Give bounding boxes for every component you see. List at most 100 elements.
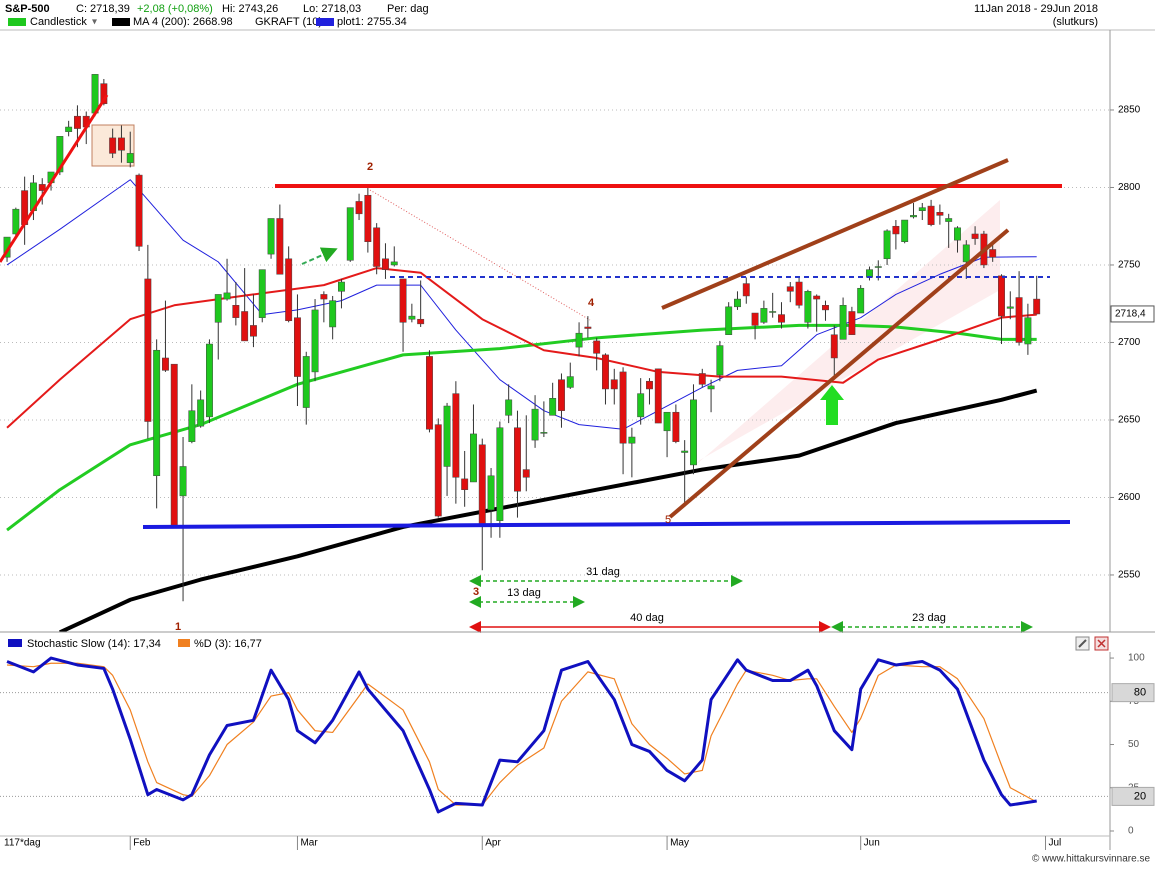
candle-body	[188, 410, 196, 442]
candle-body	[144, 278, 152, 422]
candle-body	[390, 261, 398, 266]
candle-body	[998, 275, 1005, 317]
level-label: 80	[1134, 687, 1146, 699]
candle-body	[223, 292, 231, 300]
level-box	[1111, 786, 1155, 806]
x-tick-label: Mar	[300, 838, 318, 849]
stoch-line	[6, 656, 1037, 814]
dropdown-icon[interactable]: ▾	[92, 17, 97, 28]
candle-body	[311, 309, 319, 373]
legend-label: Stochastic Slow (14): 17,34	[27, 638, 161, 650]
wave-label: 5	[665, 514, 671, 526]
y-tick-label: 50	[1128, 739, 1140, 750]
stoch-header	[0, 634, 1110, 652]
candle-body	[487, 475, 495, 511]
candle-body	[778, 314, 785, 323]
candle-body	[241, 311, 249, 342]
candle-body	[857, 287, 865, 314]
legend-label[interactable]: GKRAFT (10)	[255, 16, 322, 28]
support-line	[142, 520, 1071, 529]
candle-body	[1006, 306, 1014, 309]
indicator-line	[59, 388, 1038, 632]
candle-body	[804, 291, 812, 323]
candle-body	[883, 230, 891, 260]
candle-body	[514, 427, 521, 492]
up-arrow	[820, 385, 844, 425]
candle-body	[197, 399, 205, 427]
candle-body	[936, 212, 944, 216]
chart-title: S&P-500	[5, 3, 50, 15]
candle-body	[276, 218, 284, 275]
candle-body	[892, 225, 900, 235]
candle-body	[522, 469, 530, 478]
candle-body	[461, 478, 469, 490]
legend-label[interactable]: Candlestick	[30, 16, 87, 28]
candle-body	[1024, 317, 1032, 345]
candle-body	[646, 380, 653, 390]
y-tick-label: 100	[1128, 653, 1145, 664]
candle-body	[12, 208, 20, 235]
y-tick-label: 2700	[1118, 337, 1141, 348]
candle-body	[628, 436, 636, 444]
candle-body	[558, 379, 565, 411]
settings-icon	[1078, 639, 1087, 648]
candle-body	[813, 295, 821, 300]
candle-body	[426, 356, 433, 430]
x-tick-label: Jul	[1048, 838, 1061, 849]
candle-body	[725, 306, 733, 335]
candle-body	[663, 411, 671, 432]
level-box	[1111, 683, 1155, 703]
candle-body	[161, 357, 169, 371]
x-tick-label: Jun	[864, 838, 880, 849]
candle-body	[531, 408, 539, 441]
candle-body	[698, 373, 706, 385]
candle-body	[338, 281, 345, 292]
y-tick-label: 2750	[1118, 260, 1141, 271]
candle-body	[786, 286, 794, 292]
legend-label[interactable]: plot1: 2755.34	[337, 16, 407, 28]
candle-body	[373, 227, 381, 267]
candle-body	[179, 466, 187, 497]
candle-body	[910, 215, 917, 218]
close-icon	[1097, 639, 1106, 648]
candle-body	[364, 194, 372, 242]
candle-body	[355, 201, 363, 215]
candle-body	[690, 399, 697, 466]
x-tick-label: Feb	[133, 838, 151, 849]
legend-label[interactable]: MA 4 (200): 2668.98	[133, 16, 233, 28]
candle-body	[100, 83, 108, 105]
last-price-label: 2718,4	[1115, 309, 1146, 320]
wave-label: 3	[473, 586, 479, 598]
candle-body	[619, 371, 627, 444]
candle-body	[496, 427, 504, 521]
candle-body	[575, 332, 583, 348]
candle-body	[434, 424, 442, 517]
candle-body	[734, 298, 741, 308]
candle-body	[962, 244, 970, 263]
footer: © www.hittakursvinnare.se	[1032, 854, 1150, 865]
y-tick-label: 2850	[1118, 105, 1141, 116]
last-price-box	[1110, 305, 1155, 323]
candle-body	[65, 126, 73, 132]
candle-body	[901, 219, 909, 242]
date-range: 11Jan 2018 - 29Jun 2018	[974, 3, 1098, 15]
annotation-layer: 1 2 3 4 5 31 dag 13 dag 40 dag 23 dag	[0, 94, 1071, 633]
channel-line	[668, 228, 1010, 519]
candle-body	[320, 294, 328, 300]
candle-body	[822, 305, 829, 311]
candle-body	[681, 450, 689, 453]
quote-change: +2,08 (+0,08%)	[137, 3, 213, 15]
indicator-line	[6, 267, 1037, 429]
stoch-line	[7, 662, 1037, 806]
y-tick-label: 2600	[1118, 492, 1141, 503]
candle-body	[610, 379, 618, 390]
x-tick-label: May	[670, 838, 689, 849]
candle-body	[399, 278, 407, 323]
candle-body	[1033, 298, 1041, 315]
legend-swatch	[178, 639, 190, 647]
candle-body	[109, 137, 117, 154]
legend-swatch	[316, 18, 334, 26]
candle-body	[751, 312, 759, 326]
